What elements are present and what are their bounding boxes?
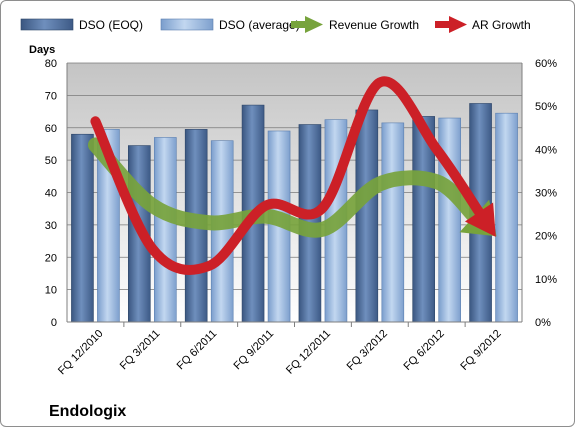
legend-label-dso-eoq: DSO (EOQ) — [79, 18, 143, 32]
y-axis-left-title: Days — [29, 44, 55, 56]
line-revenue-growth — [87, 137, 482, 238]
legend-item-ar-growth: AR Growth — [435, 16, 531, 33]
bar-dso-eoq-fq-12-2010 — [71, 133, 94, 323]
bar-dso-average-fq-6-2011 — [210, 140, 234, 323]
legend-label-ar-growth: AR Growth — [472, 18, 531, 32]
x-tick-label: FQ 9/2011 — [232, 328, 277, 373]
legend-item-revenue-growth: Revenue Growth — [291, 16, 419, 33]
line-ar-growth — [90, 76, 485, 275]
bar-dso-average-fq-3-2012 — [381, 122, 405, 323]
y-left-tick-label: 70 — [45, 90, 57, 102]
y-left-tick-label: 60 — [45, 123, 57, 135]
x-tick-label: FQ 3/2012 — [345, 328, 390, 373]
y-left-tick-label: 20 — [45, 252, 57, 264]
y-left-tick-label: 30 — [45, 220, 57, 232]
bar-dso-average-fq-9-2012 — [495, 112, 518, 323]
legend-label-revenue-growth: Revenue Growth — [329, 18, 419, 32]
y-left-tick-label: 80 — [45, 58, 57, 70]
x-tick-label: FQ 6/2011 — [175, 328, 220, 373]
x-tick-label: FQ 6/2012 — [402, 328, 447, 373]
legend-item-dso-eoq: DSO (EOQ) — [20, 18, 143, 32]
x-tick-label: FQ 12/2010 — [56, 328, 106, 378]
y-right-tick-label: 30% — [535, 188, 557, 200]
legend-swatch-dso-average — [160, 18, 214, 31]
y-right-tick-label: 10% — [535, 274, 557, 286]
company-label: Endologix — [49, 403, 126, 420]
legend-arrow-ar-growth — [435, 16, 467, 33]
y-right-tick-label: 20% — [535, 231, 557, 243]
y-left-tick-label: 40 — [45, 188, 57, 200]
legend: DSO (EOQ) DSO (average) Revenue Growth A… — [20, 16, 531, 33]
legend-arrow-revenue-growth — [291, 16, 323, 33]
legend-swatch-dso-eoq — [20, 18, 74, 31]
legend-label-dso-average: DSO (average) — [219, 18, 300, 32]
x-tick-label: FQ 12/2011 — [284, 328, 333, 377]
y-left-tick-label: 10 — [45, 285, 57, 297]
y-left-tick-label: 0 — [51, 317, 57, 329]
y-left-tick-label: 50 — [45, 155, 57, 167]
y-right-tick-label: 50% — [535, 101, 557, 113]
y-right-tick-label: 40% — [535, 144, 557, 156]
bar-dso-average-fq-3-2011 — [154, 137, 177, 323]
bar-dso-eoq-fq-3-2012 — [355, 109, 379, 323]
arrowhead-ar-growth — [464, 202, 496, 237]
x-tick-label: FQ 9/2012 — [458, 328, 503, 373]
legend-item-dso-average: DSO (average) — [160, 18, 300, 32]
y-right-tick-label: 0% — [535, 317, 551, 329]
y-right-tick-label: 60% — [535, 58, 557, 70]
x-tick-label: FQ 3/2011 — [118, 328, 163, 373]
